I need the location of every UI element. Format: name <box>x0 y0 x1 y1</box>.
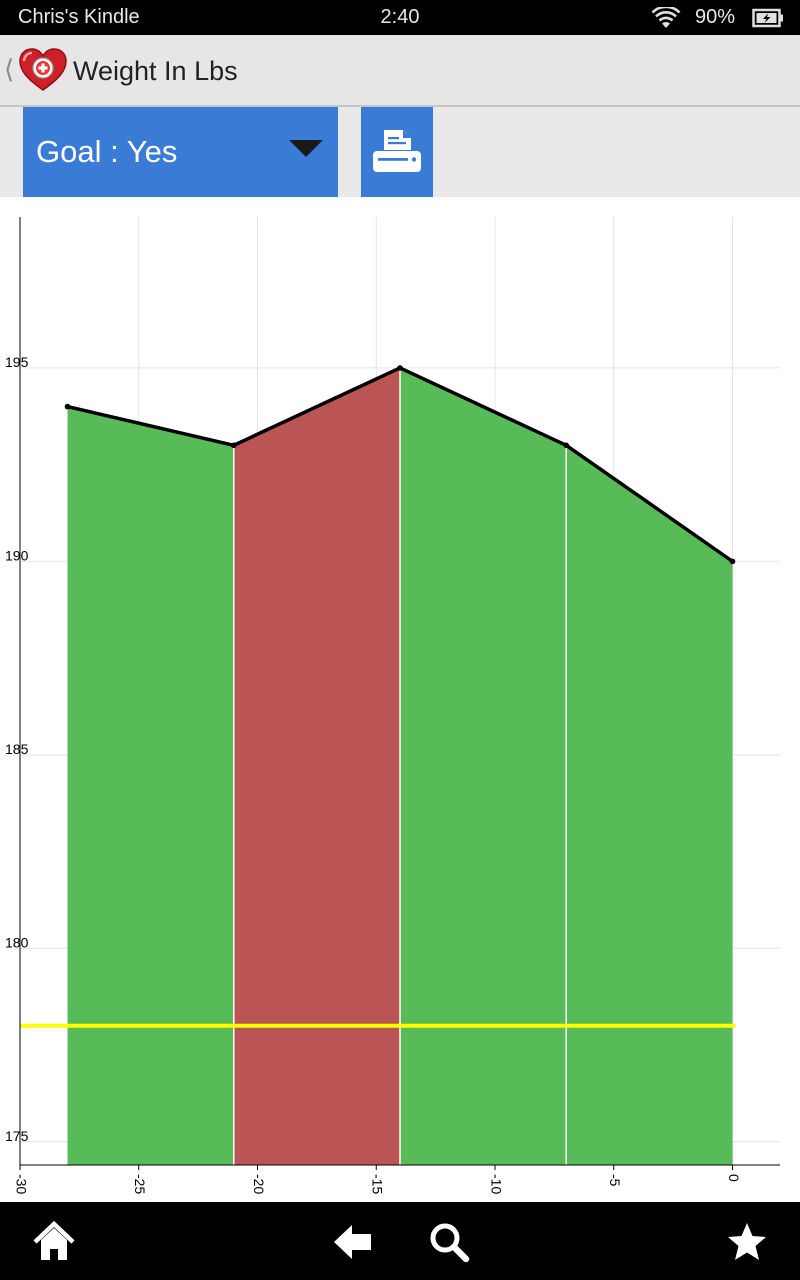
goal-dropdown[interactable]: Goal : Yes <box>23 107 338 197</box>
area-segment <box>566 445 733 1165</box>
back-arrow-icon[interactable] <box>331 1220 375 1264</box>
print-button[interactable] <box>361 107 433 197</box>
status-bar: Chris's Kindle 2:40 90% <box>0 0 800 35</box>
goal-dropdown-label: Goal : Yes <box>36 134 178 169</box>
x-tick-label: -30 <box>13 1174 29 1194</box>
y-tick-label: 180 <box>5 934 29 950</box>
x-tick-label: -20 <box>251 1174 267 1194</box>
wifi-icon <box>651 7 681 28</box>
x-tick-label: -10 <box>488 1174 504 1194</box>
area-segment <box>233 367 400 1165</box>
data-point <box>397 365 403 371</box>
area-segment <box>400 367 567 1165</box>
caret-down-icon <box>289 140 323 157</box>
x-tick-label: 0 <box>726 1174 742 1182</box>
search-icon[interactable] <box>427 1220 471 1264</box>
status-time: 2:40 <box>380 6 420 28</box>
chevron-left-icon[interactable]: ⟨ <box>4 54 15 84</box>
printer-icon <box>373 130 421 172</box>
battery-charging-icon <box>752 8 783 28</box>
x-tick-label: -25 <box>132 1174 148 1194</box>
device-name: Chris's Kindle <box>18 6 140 28</box>
heart-plus-icon[interactable] <box>18 47 68 93</box>
page-title: Weight In Lbs <box>73 56 238 86</box>
star-icon[interactable] <box>725 1220 769 1264</box>
toolbar: Goal : Yes <box>0 107 800 197</box>
y-tick-label: 175 <box>5 1128 29 1144</box>
weight-chart-svg: 175 180 185 190 195 -30 -25 -20 -15 -10 -5 0 <box>5 217 780 1194</box>
battery-percent: 90% <box>695 6 736 28</box>
y-tick-label: 190 <box>5 547 29 563</box>
x-tick-label: -15 <box>370 1174 386 1194</box>
data-point <box>230 442 237 449</box>
data-point <box>64 403 71 410</box>
x-tick-label: -5 <box>607 1174 623 1187</box>
nav-bar <box>0 1202 800 1280</box>
home-icon[interactable] <box>32 1220 76 1264</box>
y-tick-label: 185 <box>5 741 29 757</box>
y-tick-label: 195 <box>5 354 29 370</box>
data-point <box>729 558 736 565</box>
area-segment <box>67 406 234 1166</box>
weight-chart: 175 180 185 190 195 -30 -25 -20 -15 -10 -5 0 <box>0 197 800 1202</box>
data-point <box>563 442 570 449</box>
action-bar: ⟨ Weight In Lbs <box>0 35 800 107</box>
